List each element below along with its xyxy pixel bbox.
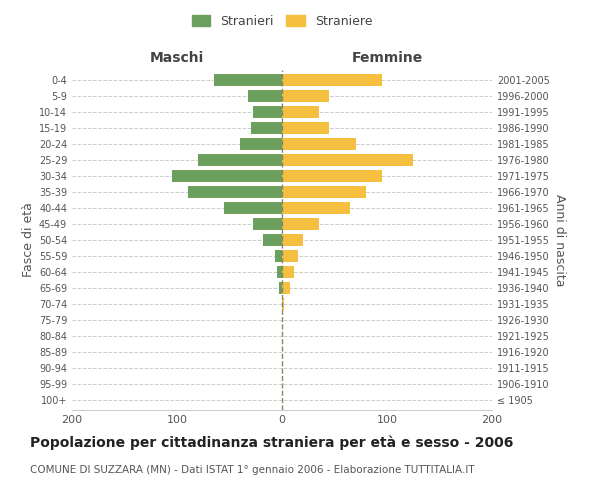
Legend: Stranieri, Straniere: Stranieri, Straniere (188, 11, 376, 32)
Bar (251, 122, 282, 134)
Bar (187, 186, 282, 198)
Bar (282, 138, 355, 150)
Bar (282, 186, 366, 198)
Bar (263, 234, 282, 246)
Bar (277, 266, 282, 278)
Bar (282, 74, 382, 86)
Bar (253, 106, 282, 118)
Text: Maschi: Maschi (150, 51, 204, 65)
Bar (282, 170, 382, 182)
Y-axis label: Fasce di età: Fasce di età (22, 202, 35, 278)
Bar (279, 282, 282, 294)
Bar (282, 282, 290, 294)
Bar (248, 90, 282, 102)
Bar (253, 218, 282, 230)
Bar (275, 250, 282, 262)
Bar (282, 218, 319, 230)
Y-axis label: Anni di nascita: Anni di nascita (553, 194, 566, 286)
Bar (282, 202, 350, 214)
Bar (282, 90, 329, 102)
Bar (282, 266, 293, 278)
Bar (240, 138, 282, 150)
Bar (282, 298, 284, 310)
Bar (172, 170, 282, 182)
Bar (224, 202, 282, 214)
Text: Femmine: Femmine (352, 51, 422, 65)
Bar (282, 154, 413, 166)
Bar (282, 250, 298, 262)
Bar (282, 122, 329, 134)
Bar (214, 74, 282, 86)
Bar (282, 234, 303, 246)
Bar (198, 154, 282, 166)
Text: Popolazione per cittadinanza straniera per età e sesso - 2006: Popolazione per cittadinanza straniera p… (30, 435, 514, 450)
Bar (282, 106, 319, 118)
Text: COMUNE DI SUZZARA (MN) - Dati ISTAT 1° gennaio 2006 - Elaborazione TUTTITALIA.IT: COMUNE DI SUZZARA (MN) - Dati ISTAT 1° g… (30, 465, 475, 475)
